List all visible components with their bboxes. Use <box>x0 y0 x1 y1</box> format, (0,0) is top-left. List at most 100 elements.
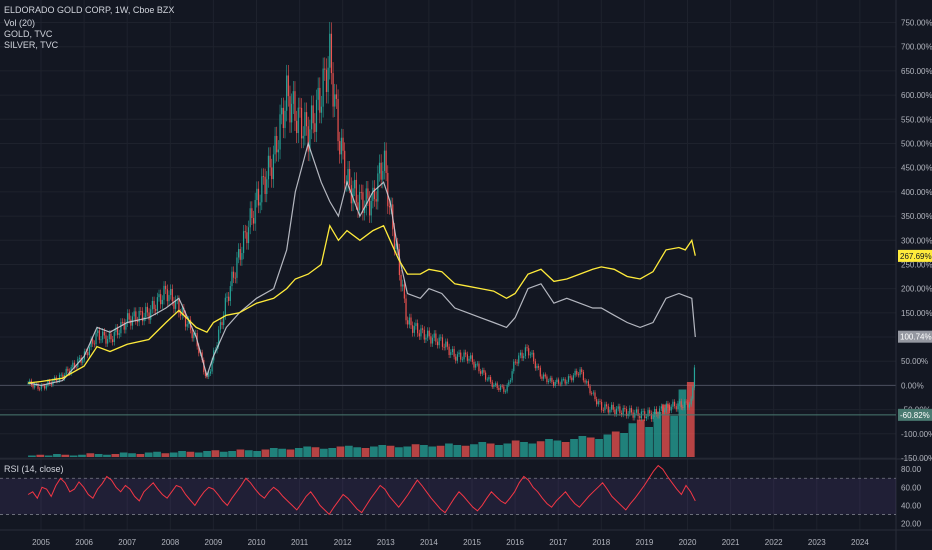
volume-bar <box>686 382 695 457</box>
volume-bar <box>194 452 203 457</box>
candle-body <box>233 271 235 278</box>
legend-rsi[interactable]: RSI (14, close) <box>4 464 64 474</box>
candle-body <box>488 377 490 380</box>
candle-body <box>554 382 556 386</box>
y-tick-label: 50.00% <box>901 357 928 366</box>
candle-body <box>359 191 361 211</box>
volume-bar <box>528 443 537 457</box>
y-tick-label: 500.00% <box>901 139 932 148</box>
candle-body <box>624 407 626 410</box>
candle-body <box>332 73 334 107</box>
price-panel[interactable] <box>0 21 896 422</box>
candle-body <box>587 381 589 387</box>
candle-body <box>539 367 541 377</box>
candle-body <box>544 374 546 377</box>
x-tick-label: 2007 <box>118 538 136 547</box>
volume-bar <box>61 454 70 457</box>
legend-gold[interactable]: GOLD, TVC <box>4 29 53 39</box>
candle-body <box>538 366 540 368</box>
candle-body <box>108 333 110 340</box>
candle-body <box>415 323 417 327</box>
candle-body <box>652 414 654 420</box>
candle-body <box>388 206 391 208</box>
candle-body <box>136 320 139 323</box>
candle-body <box>506 385 508 392</box>
volume-bar <box>278 448 287 457</box>
volume-bar <box>153 451 161 457</box>
candle-body <box>72 362 74 368</box>
volume-bar <box>294 448 303 457</box>
candle-body <box>317 87 319 100</box>
candle-body <box>586 381 588 383</box>
candle-body <box>508 381 510 386</box>
candle-body <box>650 413 652 420</box>
candle-body <box>324 68 326 70</box>
y-tick-label: -100.00% <box>901 430 932 439</box>
candle-body <box>685 401 687 403</box>
volume-bar <box>478 442 487 457</box>
candle-body <box>224 297 226 316</box>
candle-body <box>146 306 149 313</box>
legend-silver[interactable]: SILVER, TVC <box>4 40 59 50</box>
candle-body <box>597 401 599 405</box>
candle-body <box>360 191 362 193</box>
candle-body <box>242 231 245 254</box>
candle-body <box>282 107 284 128</box>
legend-symbol-title[interactable]: ELDORADO GOLD CORP, 1W, Cboe BZX <box>4 5 175 15</box>
volume-bar <box>578 436 587 457</box>
candle-body <box>690 398 692 405</box>
y-tick-label: 450.00% <box>901 164 932 173</box>
candle-body <box>307 126 309 152</box>
x-tick-label: 2024 <box>851 538 869 547</box>
candle-body <box>354 179 356 189</box>
y-tick-label: 200.00% <box>901 285 932 294</box>
volume-bar <box>553 440 562 457</box>
candle-body <box>186 324 188 327</box>
candle-body <box>40 385 42 390</box>
candle-body <box>257 188 260 206</box>
legend-volume[interactable]: Vol (20) <box>4 18 36 28</box>
volume-bar <box>169 452 178 457</box>
candle-body <box>503 386 505 392</box>
candle-body <box>443 346 445 348</box>
candle-body <box>423 329 425 340</box>
candle-body <box>39 388 41 390</box>
rsi-panel[interactable] <box>0 464 896 516</box>
y-tick-label: 300.00% <box>901 236 932 245</box>
candle-body <box>368 198 371 216</box>
price-axis[interactable]: -150.00%-100.00%-50.00%0.00%50.00%100.00… <box>901 19 932 529</box>
candle-body <box>287 75 289 97</box>
x-tick-label: 2019 <box>636 538 654 547</box>
time-axis[interactable]: 2005 2006 2007 2008 2009 2010 2011 2012 2013 2014… <box>32 538 869 547</box>
candle-body <box>673 401 676 407</box>
volume-bar <box>395 447 403 457</box>
candle-body <box>622 407 624 415</box>
y-tick-label: 150.00% <box>901 309 932 318</box>
candle-body <box>103 331 105 336</box>
candle-body <box>286 75 288 111</box>
candle-body <box>574 370 576 376</box>
volume-bar <box>403 446 412 457</box>
candle-body <box>413 326 415 333</box>
candle-body <box>412 325 414 333</box>
volume-bar <box>261 449 270 457</box>
candle-body <box>223 315 225 325</box>
volume-bar <box>144 452 153 457</box>
rsi-tick-label: 20.00 <box>901 519 922 528</box>
candle-body <box>441 337 444 347</box>
y-tick-label: 250.00% <box>901 260 932 269</box>
candle-body <box>296 120 298 134</box>
candle-body <box>209 371 212 374</box>
candle-body <box>592 392 594 394</box>
candle-body <box>387 172 389 207</box>
volume-bar <box>645 427 653 457</box>
candle-body <box>572 375 575 381</box>
candle-body <box>184 314 187 327</box>
volume-bar <box>503 443 512 457</box>
x-tick-label: 2014 <box>420 538 438 547</box>
candle-body <box>160 294 162 305</box>
candle-body <box>58 374 61 381</box>
candle-body <box>533 352 535 362</box>
candle-body <box>73 362 76 367</box>
